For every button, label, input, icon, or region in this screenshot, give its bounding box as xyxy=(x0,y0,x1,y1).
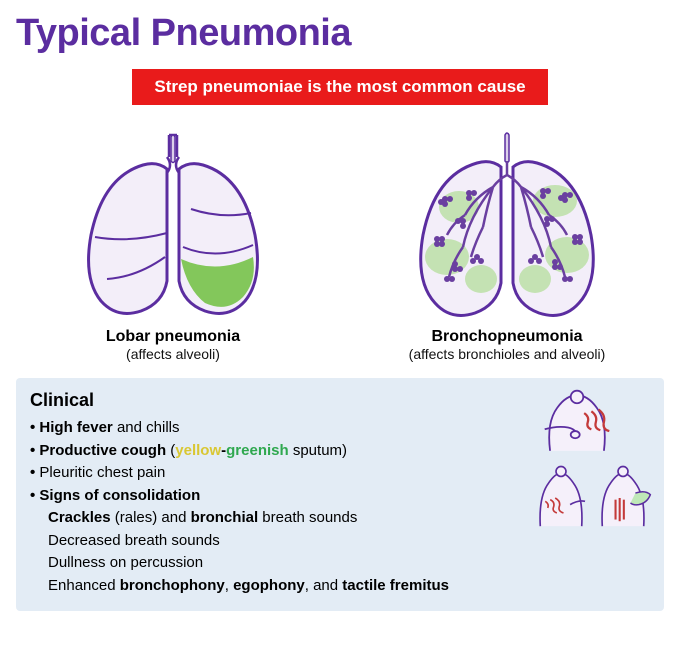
cause-banner: Strep pneumoniae is the most common caus… xyxy=(132,69,547,105)
text: High fever xyxy=(39,419,112,436)
broncho-column: Bronchopneumonia (affects bronchioles an… xyxy=(397,129,617,362)
lobar-column: Lobar pneumonia (affects alveoli) xyxy=(63,129,283,362)
lobar-label: Lobar pneumonia xyxy=(63,328,283,346)
text-green: greenish xyxy=(226,442,289,459)
text: , and xyxy=(305,577,343,594)
broncho-sublabel: (affects bronchioles and alveoli) xyxy=(397,346,617,362)
lobar-sublabel: (affects alveoli) xyxy=(63,346,283,362)
fremitus-icon xyxy=(594,464,652,532)
text: bronchial xyxy=(191,509,259,526)
lobar-lung-diagram xyxy=(63,129,283,319)
text: tactile fremitus xyxy=(342,577,449,594)
text: Enhanced xyxy=(48,577,120,594)
infographic-root: Typical Pneumonia Strep pneumoniae is th… xyxy=(0,0,680,666)
text: ( xyxy=(166,442,175,459)
sign-enhanced: Enhanced bronchophony, egophony, and tac… xyxy=(48,575,650,598)
percussion-icon xyxy=(532,464,590,532)
page-title: Typical Pneumonia xyxy=(16,12,664,55)
text: and chills xyxy=(113,419,180,436)
text-yellow: yellow xyxy=(175,442,221,459)
sign-decreased: Decreased breath sounds xyxy=(48,530,650,553)
text: Pleuritic chest pain xyxy=(39,464,165,481)
text: Crackles xyxy=(48,509,111,526)
sign-dullness: Dullness on percussion xyxy=(48,552,650,575)
text: Signs of consolidation xyxy=(39,487,200,504)
broncho-label: Bronchopneumonia xyxy=(397,328,617,346)
text: breath sounds xyxy=(258,509,357,526)
text: sputum) xyxy=(289,442,347,459)
text: bronchophony xyxy=(120,577,225,594)
broncho-lung-diagram xyxy=(397,129,617,319)
chest-pain-icon xyxy=(532,388,622,458)
text: Productive cough xyxy=(39,442,166,459)
clinical-box: Clinical High fever and chills Productiv… xyxy=(16,378,664,611)
text: , xyxy=(225,577,233,594)
text: (rales) and xyxy=(111,509,191,526)
text: Dullness on percussion xyxy=(48,554,203,571)
text: egophony xyxy=(233,577,305,594)
lungs-row: Lobar pneumonia (affects alveoli) xyxy=(16,129,664,362)
text: Decreased breath sounds xyxy=(48,532,220,549)
clinical-icons xyxy=(532,388,652,532)
